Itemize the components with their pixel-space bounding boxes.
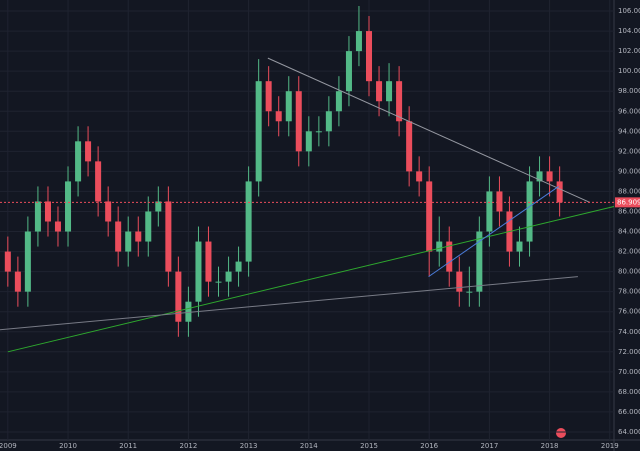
- candle-body: [75, 141, 82, 182]
- y-tick-label: 100.000: [618, 67, 640, 75]
- y-tick-label: 72.000: [618, 348, 640, 356]
- y-tick-label: 80.000: [618, 268, 640, 276]
- x-tick-label: 2016: [420, 442, 438, 450]
- candle-body: [175, 271, 182, 322]
- candle-body: [135, 231, 142, 242]
- candle-body: [65, 181, 72, 232]
- y-tick-label: 104.000: [618, 27, 640, 35]
- candle-body: [85, 141, 92, 162]
- x-tick-label: 2013: [240, 442, 258, 450]
- logo-icon[interactable]: [556, 428, 566, 438]
- x-tick-label: 2019: [601, 442, 619, 450]
- y-tick-label: 94.000: [618, 127, 640, 135]
- x-tick-label: 2012: [179, 442, 197, 450]
- candle-body: [446, 241, 453, 272]
- candle-body: [526, 181, 533, 242]
- y-tick-label: 76.000: [618, 308, 640, 316]
- trendline: [267, 57, 591, 203]
- y-tick-label: 90.000: [618, 167, 640, 175]
- candle-body: [125, 231, 132, 252]
- candle-body: [305, 131, 312, 152]
- candle-body: [466, 291, 473, 293]
- candle-body: [325, 111, 332, 132]
- candle-body: [456, 271, 463, 292]
- candle-body: [556, 181, 563, 203]
- y-tick-label: 98.000: [618, 87, 640, 95]
- y-tick-label: 70.000: [618, 368, 640, 376]
- candle-body: [115, 221, 122, 252]
- x-tick-label: 2014: [300, 442, 318, 450]
- candle-body: [34, 201, 41, 232]
- y-tick-label: 92.000: [618, 147, 640, 155]
- candle-body: [255, 81, 262, 182]
- candle-body: [44, 201, 51, 222]
- candle-body: [436, 241, 443, 252]
- x-tick-label: 2015: [360, 442, 378, 450]
- candle-body: [165, 201, 172, 272]
- y-tick-label: 78.000: [618, 288, 640, 296]
- candle-body: [275, 111, 282, 122]
- candle-body: [486, 191, 493, 232]
- y-tick-label: 86.000: [618, 207, 640, 215]
- candle-body: [516, 241, 523, 252]
- x-tick-label: 2010: [59, 442, 77, 450]
- candle-body: [155, 201, 162, 212]
- y-tick-label: 88.000: [618, 187, 640, 195]
- candle-body: [536, 171, 543, 182]
- candle-body: [416, 171, 423, 182]
- y-tick-label: 68.000: [618, 388, 640, 396]
- last-price-box: [615, 197, 640, 208]
- candle-body: [24, 231, 31, 292]
- x-tick-label: 2018: [541, 442, 559, 450]
- x-tick-label: 2009: [0, 442, 17, 450]
- y-tick-label: 106.000: [618, 7, 640, 15]
- candle-body: [215, 281, 222, 283]
- candle-body: [376, 81, 383, 102]
- candle-body: [235, 261, 242, 272]
- candle-body: [205, 241, 212, 282]
- candle-body: [365, 31, 373, 82]
- candle-body: [285, 91, 292, 122]
- candle-body: [145, 211, 152, 242]
- candle-body: [315, 131, 322, 133]
- y-tick-label: 84.000: [618, 228, 640, 236]
- y-tick-label: 96.000: [618, 107, 640, 115]
- trendline: [428, 186, 559, 278]
- candle-body: [295, 91, 302, 152]
- candle-body: [396, 81, 403, 122]
- candle-body: [225, 271, 232, 282]
- candle-body: [546, 171, 553, 182]
- y-tick-label: 82.000: [618, 248, 640, 256]
- candle-body: [195, 241, 202, 302]
- candle-body: [406, 121, 413, 172]
- candle-body: [105, 201, 112, 222]
- candle-body: [54, 221, 61, 232]
- y-tick-label: 74.000: [618, 328, 640, 336]
- candle-body: [355, 31, 362, 52]
- candle-body: [245, 181, 252, 262]
- candle-body: [14, 271, 21, 292]
- candle-body: [265, 81, 272, 112]
- trendline: [0, 276, 578, 331]
- candle-body: [335, 91, 342, 112]
- candle-body: [386, 81, 393, 102]
- candle-body: [426, 181, 433, 252]
- candle-body: [95, 161, 102, 202]
- candle-body: [476, 231, 483, 292]
- candle-body: [185, 301, 192, 322]
- trendline: [7, 205, 615, 353]
- candle-body: [345, 51, 352, 92]
- x-tick-label: 2011: [119, 442, 137, 450]
- y-tick-label: 102.000: [618, 47, 640, 55]
- candle-body: [4, 251, 11, 272]
- candle-body: [496, 191, 503, 212]
- last-price-label: 86.909: [617, 198, 640, 206]
- x-tick-label: 2017: [480, 442, 498, 450]
- y-tick-label: 66.000: [618, 408, 640, 416]
- y-tick-label: 64.000: [618, 428, 640, 436]
